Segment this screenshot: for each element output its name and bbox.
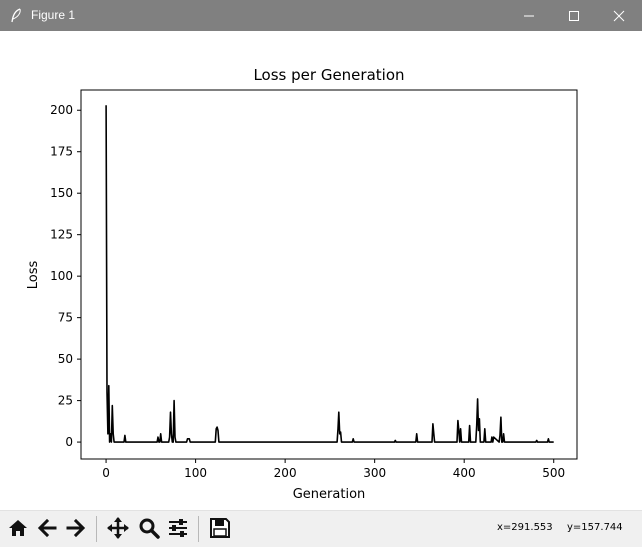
y-tick-label: 100 — [50, 269, 73, 283]
home-button[interactable] — [5, 515, 31, 541]
y-tick-label: 150 — [50, 186, 73, 200]
minimize-button[interactable] — [506, 0, 551, 31]
arrow-left-icon — [37, 518, 57, 538]
x-tick-label: 200 — [274, 466, 297, 480]
sliders-icon — [169, 519, 187, 537]
toolbar-separator — [198, 516, 199, 542]
chart-title: Loss per Generation — [253, 66, 404, 84]
navigation-toolbar: x=291.553 y=157.744 — [0, 510, 642, 547]
zoom-button[interactable] — [136, 515, 162, 541]
move-icon — [107, 517, 129, 539]
close-button[interactable] — [596, 0, 641, 31]
back-button[interactable] — [34, 515, 60, 541]
y-tick-label: 175 — [50, 145, 73, 159]
close-icon — [613, 10, 624, 21]
y-tick-label: 0 — [65, 435, 73, 449]
x-tick-label: 300 — [363, 466, 386, 480]
save-button[interactable] — [207, 515, 233, 541]
magnifier-icon — [139, 518, 160, 539]
plot-area-frame — [80, 89, 578, 460]
y-tick-label: 50 — [58, 352, 73, 366]
toolbar-separator — [96, 516, 97, 542]
maximize-button[interactable] — [551, 0, 596, 31]
configure-subplots-button[interactable] — [165, 515, 191, 541]
home-icon — [9, 520, 27, 536]
forward-button[interactable] — [63, 515, 89, 541]
y-tick-label: 200 — [50, 103, 73, 117]
y-tick-label: 125 — [50, 228, 73, 242]
window-titlebar: Figure 1 — [0, 0, 642, 31]
cursor-x-readout: x=291.553 — [497, 522, 553, 533]
y-tick-label: 75 — [58, 311, 73, 325]
figure-canvas[interactable]: Loss per Generation 0 100 200 300 400 500 0 25… — [0, 31, 642, 510]
feather-icon — [11, 8, 21, 23]
arrow-right-icon — [66, 518, 86, 538]
loss-series-line — [105, 105, 554, 443]
x-axis-label: Generation — [293, 487, 366, 502]
loss-chart: Loss per Generation 0 100 200 300 400 500 0 25… — [26, 66, 578, 502]
x-tick-label: 400 — [453, 466, 476, 480]
cursor-y-readout: y=157.744 — [567, 522, 623, 533]
window-title: Figure 1 — [31, 8, 76, 22]
y-tick-label: 25 — [58, 394, 73, 408]
pan-button[interactable] — [105, 515, 131, 541]
x-tick-label: 0 — [102, 466, 110, 480]
minimize-icon — [523, 15, 534, 16]
y-axis-label: Loss — [26, 261, 41, 290]
x-tick-label: 100 — [184, 466, 207, 480]
maximize-icon — [568, 10, 579, 21]
x-tick-label: 500 — [542, 466, 565, 480]
floppy-icon — [210, 518, 230, 538]
